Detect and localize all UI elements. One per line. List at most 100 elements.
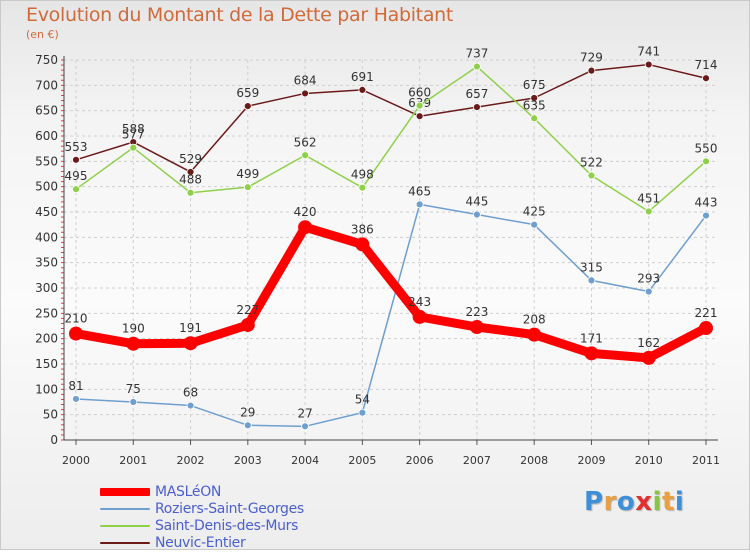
data-point-masl-on bbox=[469, 320, 484, 335]
x-tick-label: 2002 bbox=[177, 454, 205, 467]
data-label-roziers-saint-georges: 29 bbox=[240, 405, 255, 419]
y-tick-label: 500 bbox=[35, 180, 58, 194]
data-point-roziers-saint-georges bbox=[702, 211, 710, 220]
data-point-saint-denis-des-murs bbox=[129, 143, 138, 152]
data-point-saint-denis-des-murs bbox=[644, 207, 653, 216]
data-label-roziers-saint-georges: 75 bbox=[126, 382, 141, 396]
logo-letter: o bbox=[616, 487, 636, 517]
y-tick-label: 550 bbox=[35, 154, 58, 168]
data-label-neuvic-entier: 741 bbox=[637, 45, 660, 59]
data-point-masl-on bbox=[69, 326, 83, 341]
data-label-saint-denis-des-murs: 737 bbox=[465, 47, 488, 61]
data-point-saint-denis-des-murs bbox=[415, 101, 424, 110]
data-label-roziers-saint-georges: 315 bbox=[580, 260, 603, 274]
series-line-roziers-saint-georges bbox=[75, 203, 707, 428]
data-label-saint-denis-des-murs: 635 bbox=[523, 98, 546, 112]
series-line-neuvic-entier bbox=[75, 63, 707, 173]
data-label-neuvic-entier: 529 bbox=[179, 152, 202, 166]
legend-label: Neuvic-Entier bbox=[155, 535, 246, 551]
legend-swatch bbox=[100, 525, 150, 527]
series-line-masl-on bbox=[71, 222, 711, 363]
x-tick-label: 2005 bbox=[348, 454, 376, 467]
data-label-neuvic-entier: 684 bbox=[294, 73, 317, 87]
data-point-neuvic-entier bbox=[587, 66, 596, 75]
data-point-masl-on bbox=[584, 346, 599, 361]
y-tick-label: 150 bbox=[35, 357, 58, 371]
logo-letter: r bbox=[603, 487, 617, 517]
data-point-masl-on bbox=[126, 336, 141, 351]
data-label-neuvic-entier: 588 bbox=[122, 122, 145, 136]
data-point-masl-on bbox=[641, 350, 656, 365]
data-point-saint-denis-des-murs bbox=[587, 171, 596, 180]
logo-letter: i bbox=[674, 487, 685, 517]
data-point-neuvic-entier bbox=[72, 155, 80, 164]
chart-title: Evolution du Montant de la Dette par Hab… bbox=[26, 4, 454, 26]
data-point-saint-denis-des-murs bbox=[186, 188, 195, 197]
x-tick-label: 2006 bbox=[406, 454, 434, 467]
data-label-neuvic-entier: 729 bbox=[580, 51, 603, 65]
y-tick-label: 750 bbox=[35, 53, 58, 67]
data-point-masl-on bbox=[527, 327, 542, 342]
data-point-neuvic-entier bbox=[644, 60, 653, 69]
data-label-roziers-saint-georges: 425 bbox=[523, 205, 546, 219]
logo-letter: P bbox=[584, 487, 604, 517]
data-label-neuvic-entier: 714 bbox=[695, 58, 718, 72]
data-label-roziers-saint-georges: 81 bbox=[68, 379, 83, 393]
data-label-masl-on: 162 bbox=[637, 336, 660, 350]
data-point-neuvic-entier bbox=[243, 102, 252, 111]
data-label-masl-on: 191 bbox=[179, 321, 202, 335]
data-point-roziers-saint-georges bbox=[72, 395, 80, 403]
data-label-saint-denis-des-murs: 495 bbox=[65, 169, 88, 183]
data-point-neuvic-entier bbox=[186, 168, 195, 176]
data-point-saint-denis-des-murs bbox=[301, 151, 309, 160]
data-label-roziers-saint-georges: 27 bbox=[297, 406, 312, 420]
data-point-masl-on bbox=[240, 317, 255, 332]
data-label-saint-denis-des-murs: 562 bbox=[294, 135, 317, 149]
data-point-roziers-saint-georges bbox=[186, 401, 195, 410]
y-tick-label: 300 bbox=[35, 281, 58, 295]
data-point-saint-denis-des-murs bbox=[473, 62, 481, 71]
y-tick-label: 50 bbox=[43, 408, 58, 422]
data-point-neuvic-entier bbox=[415, 112, 424, 121]
legend-label: Roziers-Saint-Georges bbox=[155, 501, 304, 517]
data-point-roziers-saint-georges bbox=[587, 276, 596, 285]
x-tick-label: 2003 bbox=[234, 454, 262, 467]
data-label-roziers-saint-georges: 54 bbox=[355, 393, 370, 407]
data-label-roziers-saint-georges: 68 bbox=[183, 386, 198, 400]
data-label-neuvic-entier: 675 bbox=[523, 78, 546, 92]
data-label-saint-denis-des-murs: 488 bbox=[179, 173, 202, 187]
y-tick-label: 650 bbox=[35, 104, 58, 118]
data-point-roziers-saint-georges bbox=[243, 421, 252, 430]
y-tick-label: 450 bbox=[35, 205, 58, 219]
data-point-neuvic-entier bbox=[301, 89, 309, 98]
data-point-neuvic-entier bbox=[473, 103, 481, 112]
data-label-masl-on: 420 bbox=[294, 205, 317, 219]
x-tick-label: 2004 bbox=[291, 454, 319, 467]
y-tick-label: 250 bbox=[35, 306, 58, 320]
data-label-masl-on: 190 bbox=[122, 322, 145, 336]
data-point-masl-on bbox=[699, 321, 713, 336]
series-line-saint-denis-des-murs bbox=[75, 65, 707, 213]
y-tick-label: 200 bbox=[35, 332, 58, 346]
y-tick-label: 0 bbox=[50, 433, 58, 447]
data-label-masl-on: 171 bbox=[580, 331, 603, 345]
data-label-neuvic-entier: 659 bbox=[236, 86, 259, 100]
data-label-masl-on: 227 bbox=[236, 303, 259, 317]
data-label-masl-on: 223 bbox=[465, 305, 488, 319]
legend-label: Saint-Denis-des-Murs bbox=[155, 518, 299, 534]
data-point-masl-on bbox=[412, 309, 427, 324]
data-label-masl-on: 221 bbox=[695, 306, 718, 320]
data-label-neuvic-entier: 657 bbox=[465, 87, 488, 101]
data-label-masl-on: 208 bbox=[523, 313, 546, 327]
y-tick-label: 700 bbox=[35, 78, 58, 92]
y-tick-label: 350 bbox=[35, 256, 58, 270]
data-point-saint-denis-des-murs bbox=[702, 157, 710, 166]
y-tick-label: 600 bbox=[35, 129, 58, 143]
y-tick-label: 100 bbox=[35, 382, 58, 396]
legend-swatch bbox=[100, 488, 150, 496]
data-point-roziers-saint-georges bbox=[530, 220, 539, 229]
data-label-saint-denis-des-murs: 550 bbox=[695, 141, 718, 155]
data-label-masl-on: 243 bbox=[408, 295, 431, 309]
data-label-saint-denis-des-murs: 498 bbox=[351, 168, 374, 182]
